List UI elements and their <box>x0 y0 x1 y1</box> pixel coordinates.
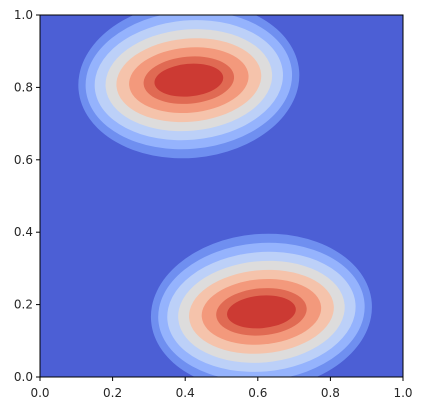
plot-frame <box>39 14 404 378</box>
x-axis: 0.0 0.2 0.4 0.6 0.8 1.0 <box>30 377 413 400</box>
y-tick-label: 0.8 <box>14 80 33 94</box>
contour-level-7-peak-0 <box>154 63 224 97</box>
contour-level-7-peak-1 <box>227 295 296 329</box>
y-tick-label: 0.2 <box>14 298 33 312</box>
y-tick-label: 0.6 <box>14 153 33 167</box>
y-tick-label: 1.0 <box>14 8 33 22</box>
x-tick-label: 1.0 <box>393 386 412 400</box>
x-tick-label: 0.6 <box>248 386 267 400</box>
x-tick-label: 0.0 <box>30 386 49 400</box>
x-tick-label: 0.4 <box>176 386 195 400</box>
y-tick-label: 0.4 <box>14 225 33 239</box>
x-tick-label: 0.8 <box>321 386 340 400</box>
contour-fills <box>78 15 372 377</box>
x-tick-label: 0.2 <box>103 386 122 400</box>
y-axis: 0.0 0.2 0.4 0.6 0.8 1.0 <box>14 8 40 384</box>
y-tick-label: 0.0 <box>14 370 33 384</box>
